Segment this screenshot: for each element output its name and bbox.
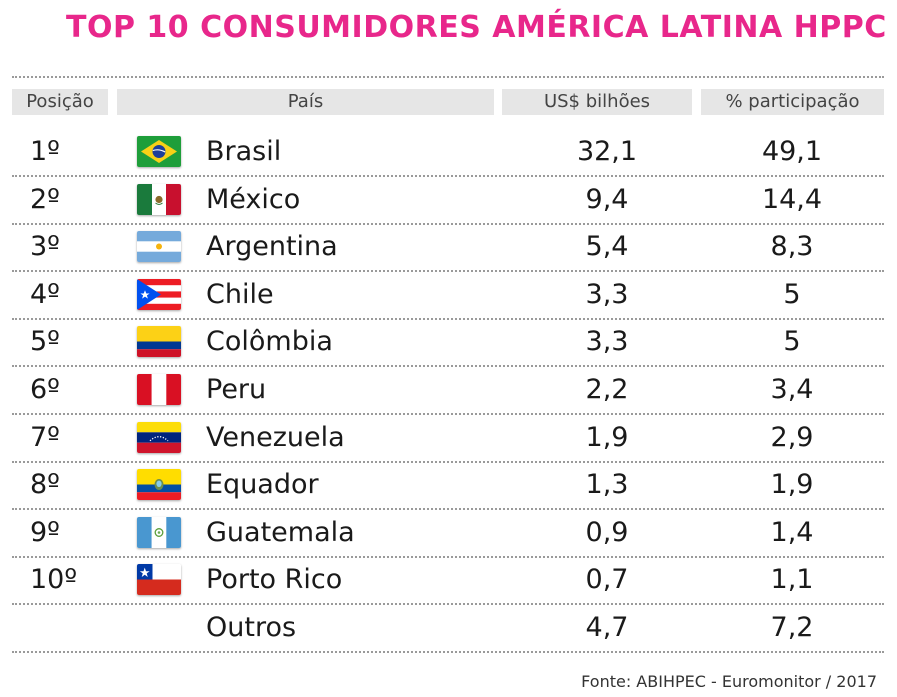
argentina-flag-icon xyxy=(137,231,181,263)
row-position: 2º xyxy=(30,183,60,215)
row-usd-value: 4,7 xyxy=(585,612,629,643)
row-position: 6º xyxy=(30,374,60,405)
ecuador-flag-icon xyxy=(137,469,181,501)
table-row: 2º México 9,4 14,4 xyxy=(12,176,884,225)
row-position: 7º xyxy=(30,421,60,453)
row-position: 8º xyxy=(30,469,60,501)
row-participation-value: 1,4 xyxy=(770,516,814,548)
row-usd-value: 2,2 xyxy=(585,374,629,405)
chile-flag-icon xyxy=(137,564,181,596)
row-participation-value: 5 xyxy=(783,278,801,310)
table-row: 8º Equador 1,3 1,9 xyxy=(12,461,884,511)
row-country: Peru xyxy=(206,374,267,405)
row-country: Colômbia xyxy=(206,326,333,358)
row-position: 5º xyxy=(30,326,60,358)
row-usd-value: 5,4 xyxy=(585,231,629,263)
row-country: Chile xyxy=(206,278,274,310)
row-usd-value: 3,3 xyxy=(585,278,629,310)
brazil-flag-icon xyxy=(137,136,181,167)
table-row: 1º Brasil 32,1 49,1 xyxy=(12,128,884,177)
row-participation-value: 14,4 xyxy=(761,183,823,215)
chart-title: TOP 10 CONSUMIDORES AMÉRICA LATINA HPPC … xyxy=(66,10,897,45)
row-usd-value: 1,9 xyxy=(585,421,629,453)
row-participation-value: 2,9 xyxy=(770,421,814,453)
row-usd-value: 0,7 xyxy=(585,564,629,596)
row-position: 3º xyxy=(30,231,60,263)
row-country: Venezuela xyxy=(206,421,345,453)
row-usd-value: 9,4 xyxy=(585,183,629,215)
top-divider xyxy=(12,76,884,78)
table-row: 10º Porto Rico 0,7 1,1 xyxy=(12,556,884,606)
row-country: Porto Rico xyxy=(206,564,343,596)
colombia-flag-icon xyxy=(137,326,181,358)
source-note: Fonte: ABIHPEC - Euromonitor / 2017 xyxy=(581,672,877,691)
row-position: 9º xyxy=(30,516,60,548)
table-row: 7º Venezuela 1,9 2,9 xyxy=(12,414,884,463)
header-country: País xyxy=(117,89,494,115)
mexico-flag-icon xyxy=(137,183,181,215)
row-participation-value: 5 xyxy=(783,326,801,358)
row-country: Argentina xyxy=(206,231,338,263)
table-row: Outros 4,7 7,2 xyxy=(12,604,884,653)
header-participation: % participação xyxy=(701,89,884,115)
row-usd-value: 1,3 xyxy=(585,469,629,501)
row-usd-value: 0,9 xyxy=(585,516,629,548)
row-participation-value: 8,3 xyxy=(770,231,814,263)
row-country: Brasil xyxy=(206,136,282,167)
venezuela-flag-icon xyxy=(137,421,181,453)
table-row: 9º Guatemala 0,9 1,4 xyxy=(12,509,884,558)
row-participation-value: 3,4 xyxy=(770,374,814,405)
peru-flag-icon xyxy=(137,374,181,405)
header-position: Posição xyxy=(12,89,108,115)
row-position: 1º xyxy=(30,136,60,167)
row-position: 4º xyxy=(30,278,60,310)
row-country: México xyxy=(206,183,301,215)
row-position: 10º xyxy=(30,564,78,596)
puerto-rico-flag-icon xyxy=(137,278,181,310)
row-participation-value: 1,1 xyxy=(770,564,814,596)
table-row: 4º Chile 3,3 5 xyxy=(12,271,884,320)
row-country: Outros xyxy=(206,612,297,643)
table-row: 3º Argentina 5,4 8,3 xyxy=(12,223,884,273)
guatemala-flag-icon xyxy=(137,516,181,548)
row-country: Guatemala xyxy=(206,516,355,548)
row-participation-value: 7,2 xyxy=(770,612,814,643)
header-usd: US$ bilhões xyxy=(502,89,692,115)
row-usd-value: 3,3 xyxy=(585,326,629,358)
row-participation-value: 49,1 xyxy=(761,136,823,167)
table-row: 6º Peru 2,2 3,4 xyxy=(12,366,884,415)
table-row: 5º Colômbia 3,3 5 xyxy=(12,318,884,368)
row-country: Equador xyxy=(206,469,319,501)
row-participation-value: 1,9 xyxy=(770,469,814,501)
row-usd-value: 32,1 xyxy=(576,136,638,167)
